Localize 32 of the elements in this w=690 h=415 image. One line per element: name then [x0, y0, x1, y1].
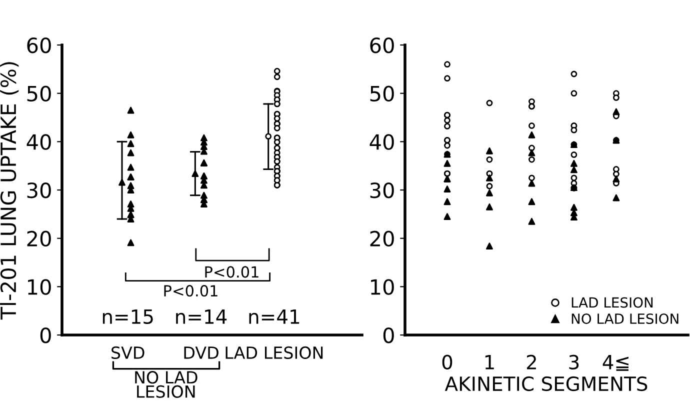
y-tick-label: 30 [370, 182, 394, 198]
y-tick-label: 60 [370, 37, 394, 54]
y-tick-label: 40 [26, 134, 51, 150]
y-axis-title: Tl-201 LUNG UPTAKE (%) [0, 62, 19, 320]
x-tick-label: 1 [485, 355, 494, 370]
y-tick-label: 20 [27, 230, 51, 247]
x-axis-title: AKINETIC SEGMENTS [444, 376, 648, 392]
y-tick-label: 0 [40, 327, 51, 344]
text: NO LAD LESION [135, 371, 198, 398]
y-tick-label: 0 [383, 327, 394, 344]
y-tick-label: 50 [370, 86, 394, 102]
annotation: n=15 [102, 310, 153, 324]
annotation: n=14 [176, 310, 227, 324]
y-tick-label: 30 [27, 182, 51, 198]
x-tick-label: SVD [112, 346, 144, 360]
legend-label: NO LAD LESION [572, 313, 678, 324]
annotation: n=41 [249, 310, 300, 324]
x-tick-label: 3 [569, 354, 579, 370]
y-tick-label: 50 [27, 86, 51, 102]
y-tick-label: 60 [27, 37, 51, 54]
x-tick-label: 2 [526, 354, 536, 370]
legend-label: LAD LESION [572, 297, 653, 308]
y-tick-label: 10 [28, 279, 51, 295]
annotation: P<0.01 [164, 285, 218, 297]
x-tick-label: 4≦ [602, 355, 628, 371]
annotation: P<0.01 [205, 266, 258, 278]
y-tick-label: 20 [370, 230, 394, 247]
y-tick-label: 10 [371, 279, 394, 295]
x-tick-label: LAD LESION [226, 346, 323, 360]
x-tick-label: 0 [442, 354, 452, 370]
y-tick-label: 40 [370, 134, 394, 150]
x-tick-label: DVD [184, 346, 218, 359]
